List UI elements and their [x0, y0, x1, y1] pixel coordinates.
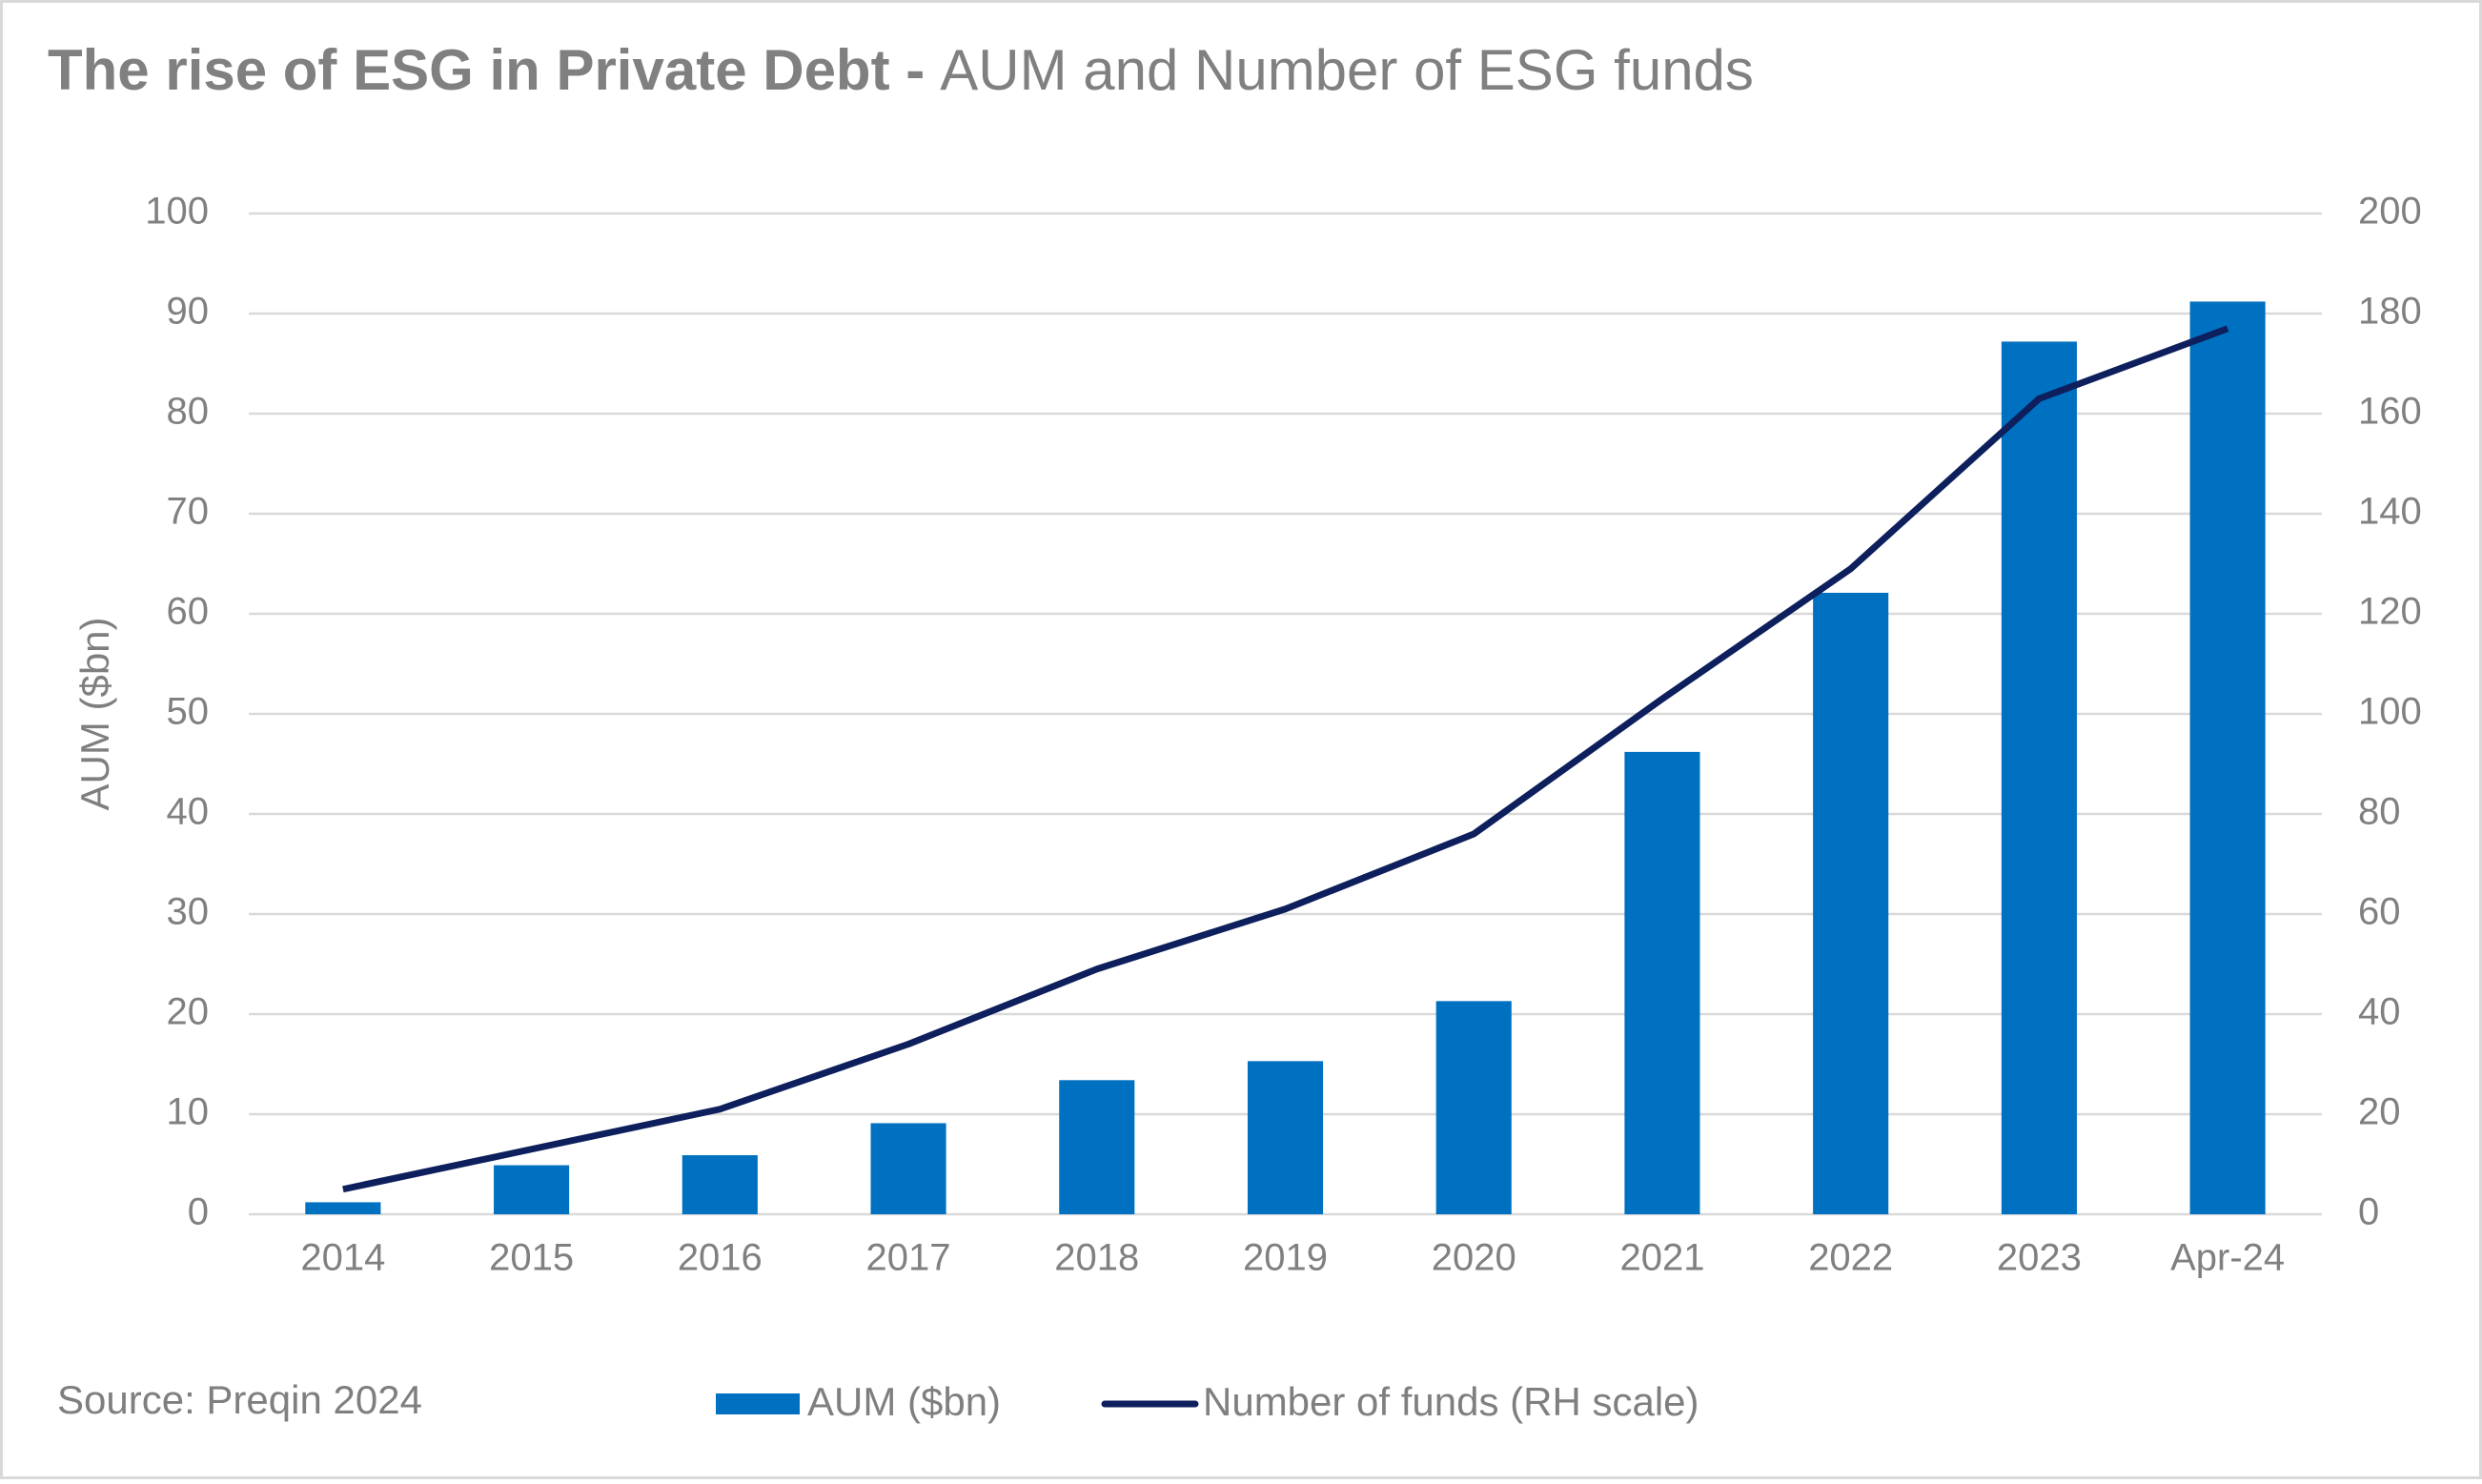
y-tick-label: 90 — [167, 291, 210, 333]
source-note: Source: Preqin 2024 — [57, 1377, 422, 1422]
y2-tick-label: 180 — [2358, 291, 2422, 333]
bar — [1813, 592, 1889, 1214]
y2-tick-label: 100 — [2358, 691, 2422, 733]
y-tick-label: 40 — [167, 791, 210, 833]
legend-label: AUM ($bn) — [807, 1379, 1001, 1424]
y-tick-label: 100 — [145, 191, 209, 233]
y-tick-label: 10 — [167, 1091, 210, 1133]
y-tick-label: 0 — [188, 1191, 209, 1233]
bar — [2001, 341, 2077, 1214]
bar — [1059, 1080, 1135, 1214]
bar — [870, 1123, 946, 1214]
x-tick-label: 2016 — [678, 1237, 763, 1279]
x-tick-label: 2015 — [489, 1237, 574, 1279]
bar — [1435, 1001, 1512, 1214]
y2-tick-label: 0 — [2358, 1191, 2379, 1233]
bar — [1624, 751, 1700, 1214]
legend-label: Number of funds (RH scale) — [1203, 1379, 1699, 1424]
y-tick-label: 60 — [167, 591, 210, 633]
x-tick-label: 2017 — [866, 1237, 951, 1279]
chart-title-group: The rise of ESG in Private Debt - AUM and… — [48, 38, 1754, 102]
x-tick-label: 2014 — [300, 1237, 385, 1279]
chart-subtitle: AUM and Number of ESG funds — [940, 38, 1754, 102]
bar — [682, 1155, 758, 1214]
y-tick-label: 20 — [167, 991, 210, 1033]
y-axis-label: AUM ($bn) — [72, 617, 117, 810]
line — [342, 325, 2229, 1193]
x-tick-label: 2020 — [1432, 1237, 1516, 1279]
legend-swatch — [716, 1393, 800, 1414]
y2-tick-label: 60 — [2358, 891, 2401, 933]
y2-tick-label: 20 — [2358, 1091, 2401, 1133]
y-tick-label: 30 — [167, 891, 210, 933]
x-tick-label: 2023 — [1997, 1237, 2082, 1279]
x-tick-label: 2019 — [1243, 1237, 1328, 1279]
x-tick-label: 2022 — [1808, 1237, 1893, 1279]
bar — [305, 1202, 381, 1214]
x-tick-label: 2021 — [1619, 1237, 1704, 1279]
y-tick-label: 70 — [167, 491, 210, 533]
bar — [1247, 1061, 1324, 1214]
y-tick-label: 80 — [167, 391, 210, 433]
y2-tick-label: 40 — [2358, 991, 2401, 1033]
chart-title: The rise of ESG in Private Debt - — [48, 38, 925, 102]
y2-tick-label: 160 — [2358, 391, 2422, 433]
y2-tick-label: 200 — [2358, 191, 2422, 233]
bar — [494, 1165, 570, 1214]
bar — [2189, 301, 2266, 1214]
y2-tick-label: 80 — [2358, 791, 2401, 833]
y2-tick-label: 120 — [2358, 591, 2422, 633]
x-tick-label: 2018 — [1054, 1237, 1139, 1279]
y2-tick-label: 140 — [2358, 491, 2422, 533]
x-tick-label: Apr-24 — [2170, 1237, 2285, 1279]
y-tick-label: 50 — [167, 691, 210, 733]
